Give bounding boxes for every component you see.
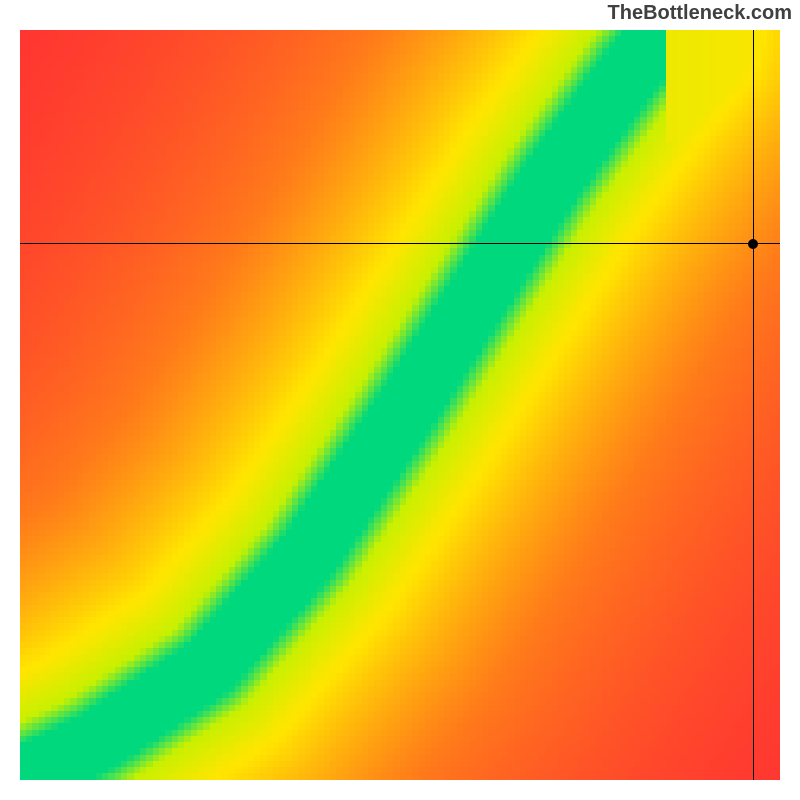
bottleneck-heatmap	[20, 30, 780, 780]
attribution-text: TheBottleneck.com	[608, 2, 792, 25]
horizontal-crosshair	[20, 243, 780, 244]
vertical-crosshair	[753, 30, 754, 780]
